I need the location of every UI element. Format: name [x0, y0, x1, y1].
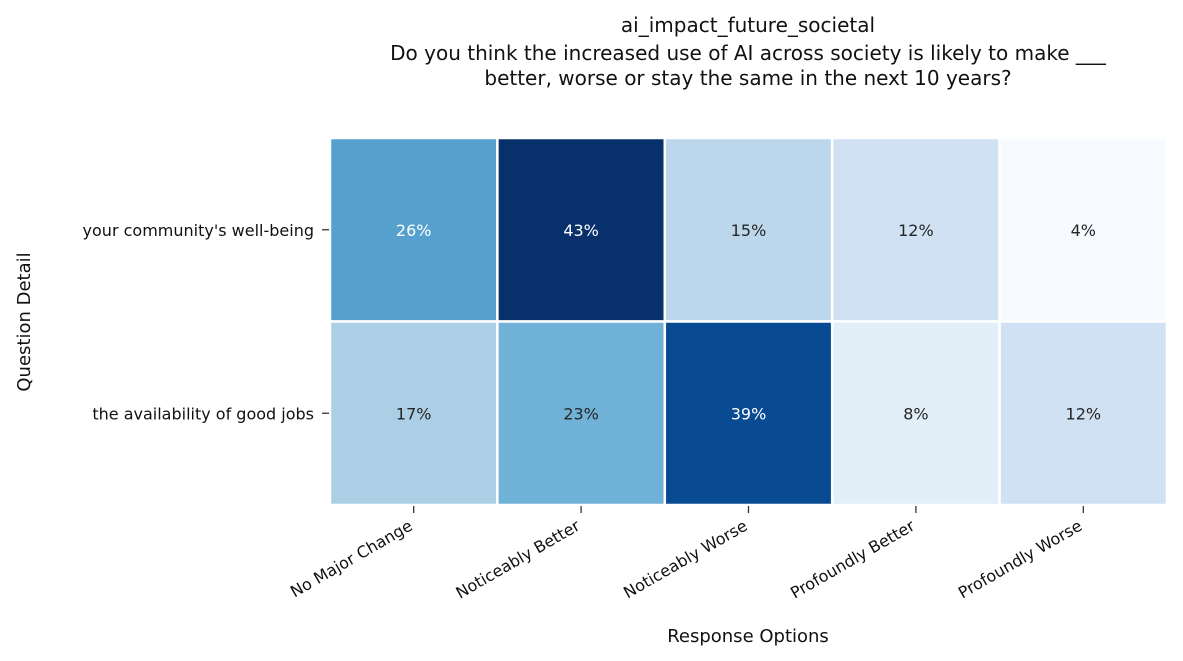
x-tick-label: Noticeably Worse: [620, 516, 750, 602]
x-tick-label: No Major Change: [287, 516, 416, 601]
heatmap-cell-label: 12%: [1066, 404, 1102, 423]
x-tick-label: Noticeably Better: [452, 516, 583, 603]
heatmap-cell-label: 12%: [898, 221, 934, 240]
x-axis-label: Response Options: [667, 626, 829, 647]
x-tick-label: Profoundly Worse: [955, 516, 1085, 602]
y-axis-ticks: your community's well-being the availabil…: [83, 221, 329, 424]
heatmap-cell-label: 26%: [396, 221, 432, 240]
heatmap-cell-label: 17%: [396, 404, 432, 423]
heatmap-cells: 26% 43% 15% 12% 4% 17% 23% 39% 8% 12%: [330, 138, 1167, 505]
x-tick-label: Profoundly Better: [787, 516, 918, 603]
chart-subtitle-line-2: better, worse or stay the same in the ne…: [484, 66, 1011, 90]
y-tick-label: the availability of good jobs: [92, 404, 314, 423]
heatmap-cell-label: 43%: [563, 221, 599, 240]
y-axis-label: Question Detail: [14, 252, 35, 391]
heatmap-cell-label: 15%: [731, 221, 767, 240]
y-tick-label: your community's well-being: [83, 221, 314, 240]
heatmap-cell-label: 23%: [563, 404, 599, 423]
heatmap-cell-label: 4%: [1071, 221, 1096, 240]
heatmap-cell-label: 8%: [903, 404, 928, 423]
heatmap-cell-label: 39%: [731, 404, 767, 423]
chart-subtitle-line-1: Do you think the increased use of AI acr…: [390, 41, 1107, 65]
x-axis-ticks: No Major Change Noticeably Better Noticeab…: [287, 506, 1085, 602]
chart-title: ai_impact_future_societal: [621, 13, 875, 37]
